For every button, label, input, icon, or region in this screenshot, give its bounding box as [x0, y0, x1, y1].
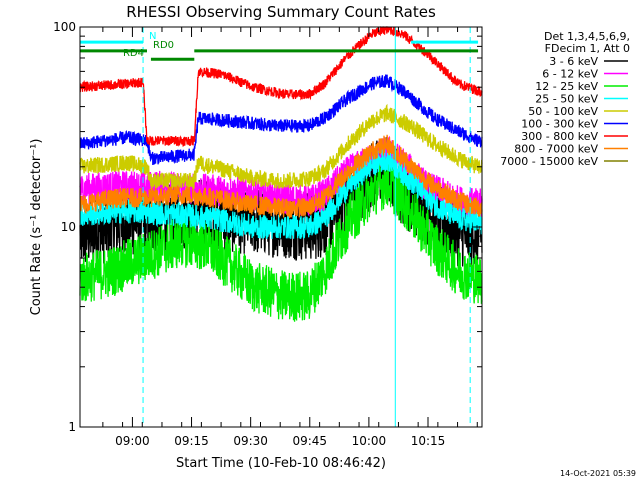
series-line-4: [79, 103, 483, 190]
y-tick-label-2: 100: [53, 20, 76, 34]
series-line-2: [79, 157, 483, 322]
chart-title: RHESSI Observing Summary Count Rates: [126, 3, 436, 21]
legend: Det 1,3,4,5,6,9, FDecim 1, Att 0 3 - 6 k…: [500, 30, 630, 168]
axis-layer: 1 10 100 09:00 09:15 09:30 09:45 10:00 10:15: [53, 20, 482, 448]
series-line-5: [79, 74, 483, 166]
legend-label-4: 50 - 100 keV: [528, 105, 598, 118]
x-tick-label-2: 09:30: [233, 434, 268, 448]
legend-label-7: 800 - 7000 keV: [514, 143, 598, 156]
x-tick-label-0: 09:00: [115, 434, 150, 448]
footer-timestamp: 14-Oct-2021 05:39: [560, 469, 636, 478]
series-line-7: [79, 134, 483, 219]
y-tick-label-0: 1: [68, 420, 76, 434]
legend-label-6: 300 - 800 keV: [521, 130, 598, 143]
legend-label-5: 100 - 300 keV: [521, 118, 598, 131]
legend-label-1: 6 - 12 keV: [542, 68, 598, 81]
x-axis-label: Start Time (10-Feb-10 08:46:42): [176, 456, 386, 471]
state-label-0: N: [149, 31, 156, 42]
x-tick-label-1: 09:15: [174, 434, 209, 448]
state-label-2: RD4: [123, 48, 144, 59]
x-tick-label-3: 09:45: [292, 434, 327, 448]
legend-label-3: 25 - 50 keV: [535, 93, 598, 106]
legend-header-2: FDecim 1, Att 0: [545, 42, 630, 55]
series-layer: [79, 25, 483, 322]
state-label-1: RD0: [153, 40, 174, 51]
legend-label-2: 12 - 25 keV: [535, 80, 598, 93]
x-tick-label-5: 10:15: [411, 434, 446, 448]
legend-header-1: Det 1,3,4,5,6,9,: [544, 30, 630, 43]
y-tick-label-1: 10: [61, 220, 76, 234]
y-axis-label: Count Rate (s⁻¹ detector⁻¹): [29, 139, 44, 316]
legend-label-8: 7000 - 15000 keV: [500, 155, 598, 168]
x-tick-label-4: 10:00: [352, 434, 387, 448]
legend-label-0: 3 - 6 keV: [549, 55, 598, 68]
series-line-6: [79, 25, 483, 148]
series-line-3: [79, 147, 483, 240]
